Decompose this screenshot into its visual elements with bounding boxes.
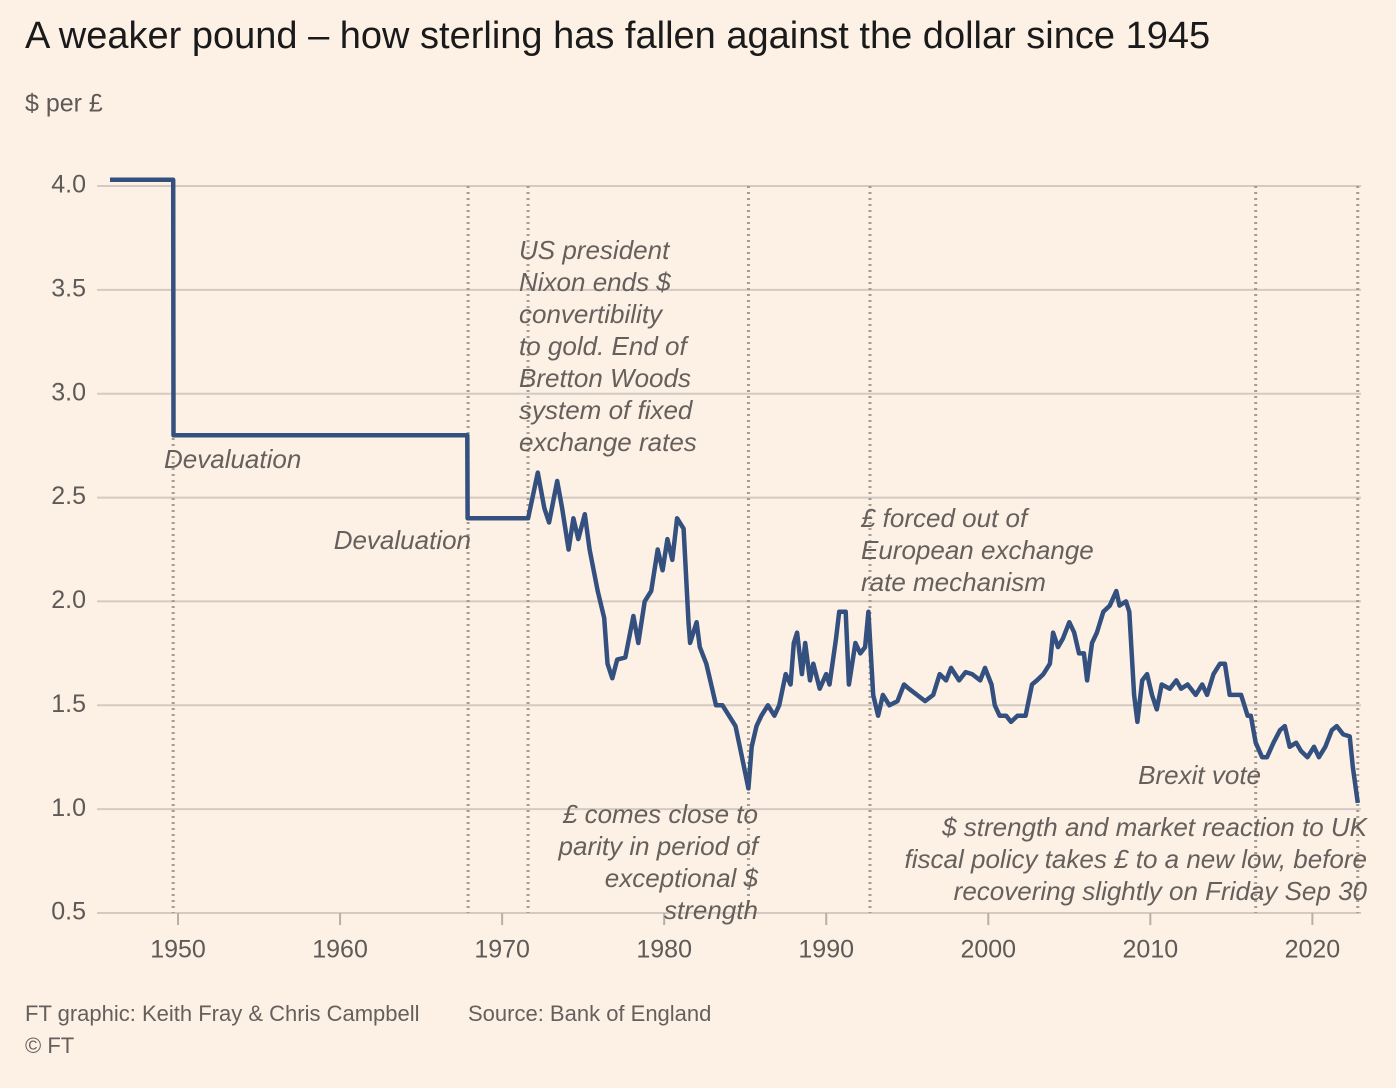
source: Source: Bank of England	[468, 1001, 711, 1026]
x-tick-label: 1950	[150, 936, 206, 964]
x-tick-label: 2020	[1285, 936, 1341, 964]
y-tick-label: 1.0	[51, 794, 86, 822]
chart-title: A weaker pound – how sterling has fallen…	[25, 15, 1210, 57]
x-tick-label: 1990	[798, 936, 854, 964]
annotation: recovering slightly on Friday Sep 30	[954, 876, 1368, 906]
annotation: strength	[664, 895, 758, 925]
y-tick-label: 2.0	[51, 586, 86, 614]
x-tick-label: 2010	[1123, 936, 1179, 964]
x-tick-label: 1980	[636, 936, 692, 964]
annotation: Devaluation	[334, 525, 471, 555]
annotation: exchange rates	[519, 427, 697, 457]
annotation: US president	[519, 235, 671, 265]
annotation: convertibility	[519, 299, 664, 329]
y-tick-label: 1.5	[51, 690, 86, 718]
y-axis-label: $ per £	[25, 90, 103, 118]
y-tick-label: 3.0	[51, 378, 86, 406]
annotation: European exchange	[861, 535, 1094, 565]
annotation: rate mechanism	[861, 567, 1046, 597]
annotation: exceptional $	[605, 863, 759, 893]
annotation: £ comes close to	[562, 799, 758, 829]
annotation: fiscal policy takes £ to a new low, befo…	[905, 844, 1367, 874]
annotation: Devaluation	[164, 444, 301, 474]
data-line	[110, 177, 1361, 804]
copyright: © FT	[25, 1033, 74, 1058]
y-tick-label: 4.0	[51, 171, 86, 199]
annotation: to gold. End of	[519, 331, 689, 361]
annotation: $ strength and market reaction to UK	[941, 812, 1369, 842]
annotation: £ forced out of	[860, 503, 1030, 533]
x-tick-label: 1960	[312, 936, 368, 964]
annotation: Bretton Woods	[519, 363, 691, 393]
y-tick-label: 0.5	[51, 898, 86, 926]
credit: FT graphic: Keith Fray & Chris Campbell	[25, 1001, 420, 1026]
annotation: parity in period of	[558, 831, 761, 861]
y-tick-label: 3.5	[51, 274, 86, 302]
x-tick-label: 2000	[960, 936, 1016, 964]
annotation: Brexit vote	[1138, 760, 1261, 790]
x-tick-label: 1970	[474, 936, 530, 964]
y-tick-label: 2.5	[51, 482, 86, 510]
annotation: system of fixed	[519, 395, 694, 425]
annotation: Nixon ends $	[519, 267, 671, 297]
